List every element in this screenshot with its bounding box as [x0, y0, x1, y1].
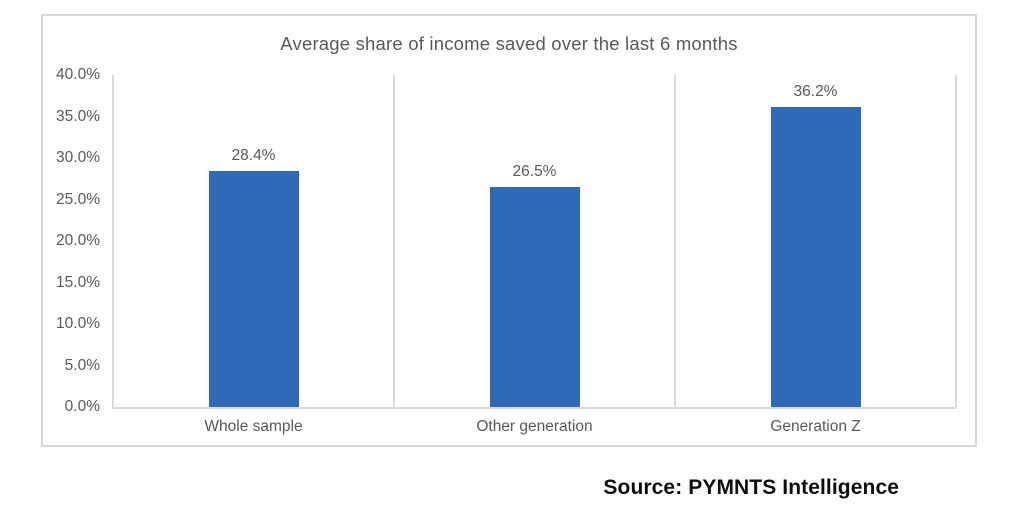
category-gridline	[674, 75, 676, 407]
x-category-label: Generation Z	[770, 418, 861, 435]
y-tick-label: 20.0%	[56, 232, 100, 249]
chart-title: Average share of income saved over the l…	[280, 33, 738, 54]
bar-value-label: 26.5%	[512, 163, 557, 180]
y-tick-label: 0.0%	[64, 398, 100, 415]
category-gridline	[393, 75, 395, 407]
y-tick-label: 5.0%	[64, 356, 100, 374]
bar-value-label: 36.2%	[793, 83, 838, 100]
y-tick-label: 25.0%	[56, 190, 100, 208]
y-tick-label: 35.0%	[56, 107, 100, 125]
x-axis-line	[112, 407, 956, 409]
y-tick-label: 10.0%	[56, 315, 100, 332]
category-gridline	[955, 75, 957, 407]
bar	[489, 187, 580, 407]
y-tick-label: 15.0%	[56, 273, 100, 291]
bar-chart: Average share of income saved over the l…	[41, 14, 977, 447]
y-tick-label: 40.0%	[56, 66, 100, 83]
x-category-label: Other generation	[476, 418, 593, 435]
source-caption: Source: PYMNTS Intelligence	[603, 476, 899, 499]
bar	[208, 171, 299, 407]
y-tick-label: 30.0%	[56, 149, 100, 166]
x-category-label: Whole sample	[204, 418, 303, 435]
bar-value-label: 28.4%	[231, 147, 276, 164]
bar	[770, 107, 861, 407]
y-axis-line	[112, 75, 114, 407]
